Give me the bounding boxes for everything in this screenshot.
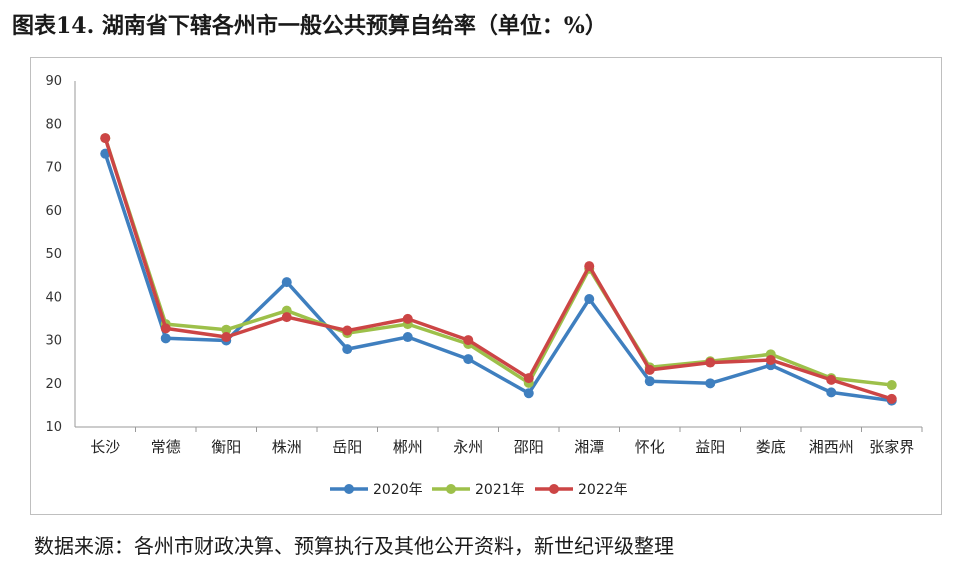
legend-swatch-marker — [344, 484, 354, 494]
x-tick-label: 郴州 — [393, 438, 423, 456]
data-point — [463, 335, 474, 346]
data-point — [826, 374, 837, 385]
legend-label: 2022年 — [578, 482, 628, 498]
data-point — [584, 293, 595, 304]
y-tick-label: 40 — [45, 290, 62, 305]
data-point — [523, 388, 534, 399]
data-point — [160, 323, 171, 334]
source-note: 数据来源：各州市财政决算、预算执行及其他公开资料，新世纪评级整理 — [34, 534, 674, 558]
data-point — [886, 393, 897, 404]
y-tick-label: 60 — [45, 204, 62, 219]
data-point — [402, 332, 413, 343]
data-point — [705, 378, 716, 389]
data-point — [342, 325, 353, 336]
data-point — [342, 344, 353, 355]
series-line-2 — [103, 136, 894, 401]
x-tick-label: 邵阳 — [514, 438, 544, 456]
x-tick-label: 长沙 — [90, 438, 120, 456]
x-tick-label: 永州 — [453, 438, 483, 456]
chart-title: 图表14. 湖南省下辖各州市一般公共预算自给率（单位：%） — [12, 13, 607, 39]
legend-swatch-marker — [446, 484, 456, 494]
y-tick-label: 70 — [45, 161, 62, 176]
data-point — [463, 354, 474, 365]
data-point — [221, 332, 232, 343]
legend-label: 2020年 — [373, 482, 423, 498]
x-tick-label: 张家界 — [869, 438, 914, 456]
x-tick-label: 株洲 — [272, 438, 302, 456]
y-tick-label: 90 — [45, 74, 62, 89]
series-line-1 — [103, 136, 894, 387]
y-tick-label: 80 — [45, 117, 62, 132]
y-tick-label: 30 — [45, 334, 62, 349]
x-tick-label: 岳阳 — [332, 438, 362, 456]
data-point — [281, 277, 292, 288]
data-point — [584, 261, 595, 272]
data-point — [765, 354, 776, 365]
data-point — [221, 324, 232, 335]
x-tick-label: 衡阳 — [211, 438, 241, 456]
data-point — [886, 380, 897, 391]
data-point — [644, 364, 655, 375]
x-tick-label: 娄底 — [756, 438, 786, 456]
line-chart: 10 20 30 40 50 60 70 80 90 长沙 常德 衡阳 株洲 岳阳 郴州 永州 邵阳 湘潭 怀化 益阳… — [45, 74, 923, 498]
x-tick-label: 湘潭 — [574, 438, 604, 456]
x-tick-label: 湘西州 — [809, 438, 854, 456]
data-point — [281, 312, 292, 323]
data-point — [100, 133, 111, 144]
legend-label: 2021年 — [475, 482, 525, 498]
chart-frame — [30, 57, 942, 515]
data-point — [826, 387, 837, 398]
legend-swatch-marker — [549, 484, 559, 494]
data-point — [160, 333, 171, 344]
y-tick-label: 50 — [45, 247, 62, 262]
y-tick-label: 10 — [45, 420, 62, 435]
data-point — [523, 373, 534, 384]
x-tick-label: 常德 — [151, 438, 181, 456]
data-point — [705, 357, 716, 368]
data-point — [644, 376, 655, 387]
series-line-0 — [103, 151, 894, 403]
x-tick-label: 益阳 — [695, 438, 725, 456]
y-tick-label: 20 — [45, 377, 62, 392]
x-tick-label: 怀化 — [635, 438, 665, 456]
data-point — [402, 313, 413, 324]
